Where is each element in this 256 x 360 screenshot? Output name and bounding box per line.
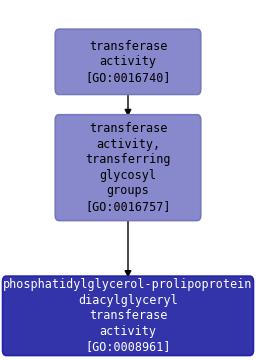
- FancyBboxPatch shape: [3, 276, 253, 356]
- FancyBboxPatch shape: [55, 29, 201, 94]
- Text: transferase
activity,
transferring
glycosyl
groups
[GO:0016757]: transferase activity, transferring glyco…: [85, 122, 171, 213]
- FancyBboxPatch shape: [55, 115, 201, 221]
- Text: transferase
activity
[GO:0016740]: transferase activity [GO:0016740]: [85, 40, 171, 84]
- Text: phosphatidylglycerol-prolipoprotein
diacylglyceryl
transferase
activity
[GO:0008: phosphatidylglycerol-prolipoprotein diac…: [3, 278, 253, 353]
